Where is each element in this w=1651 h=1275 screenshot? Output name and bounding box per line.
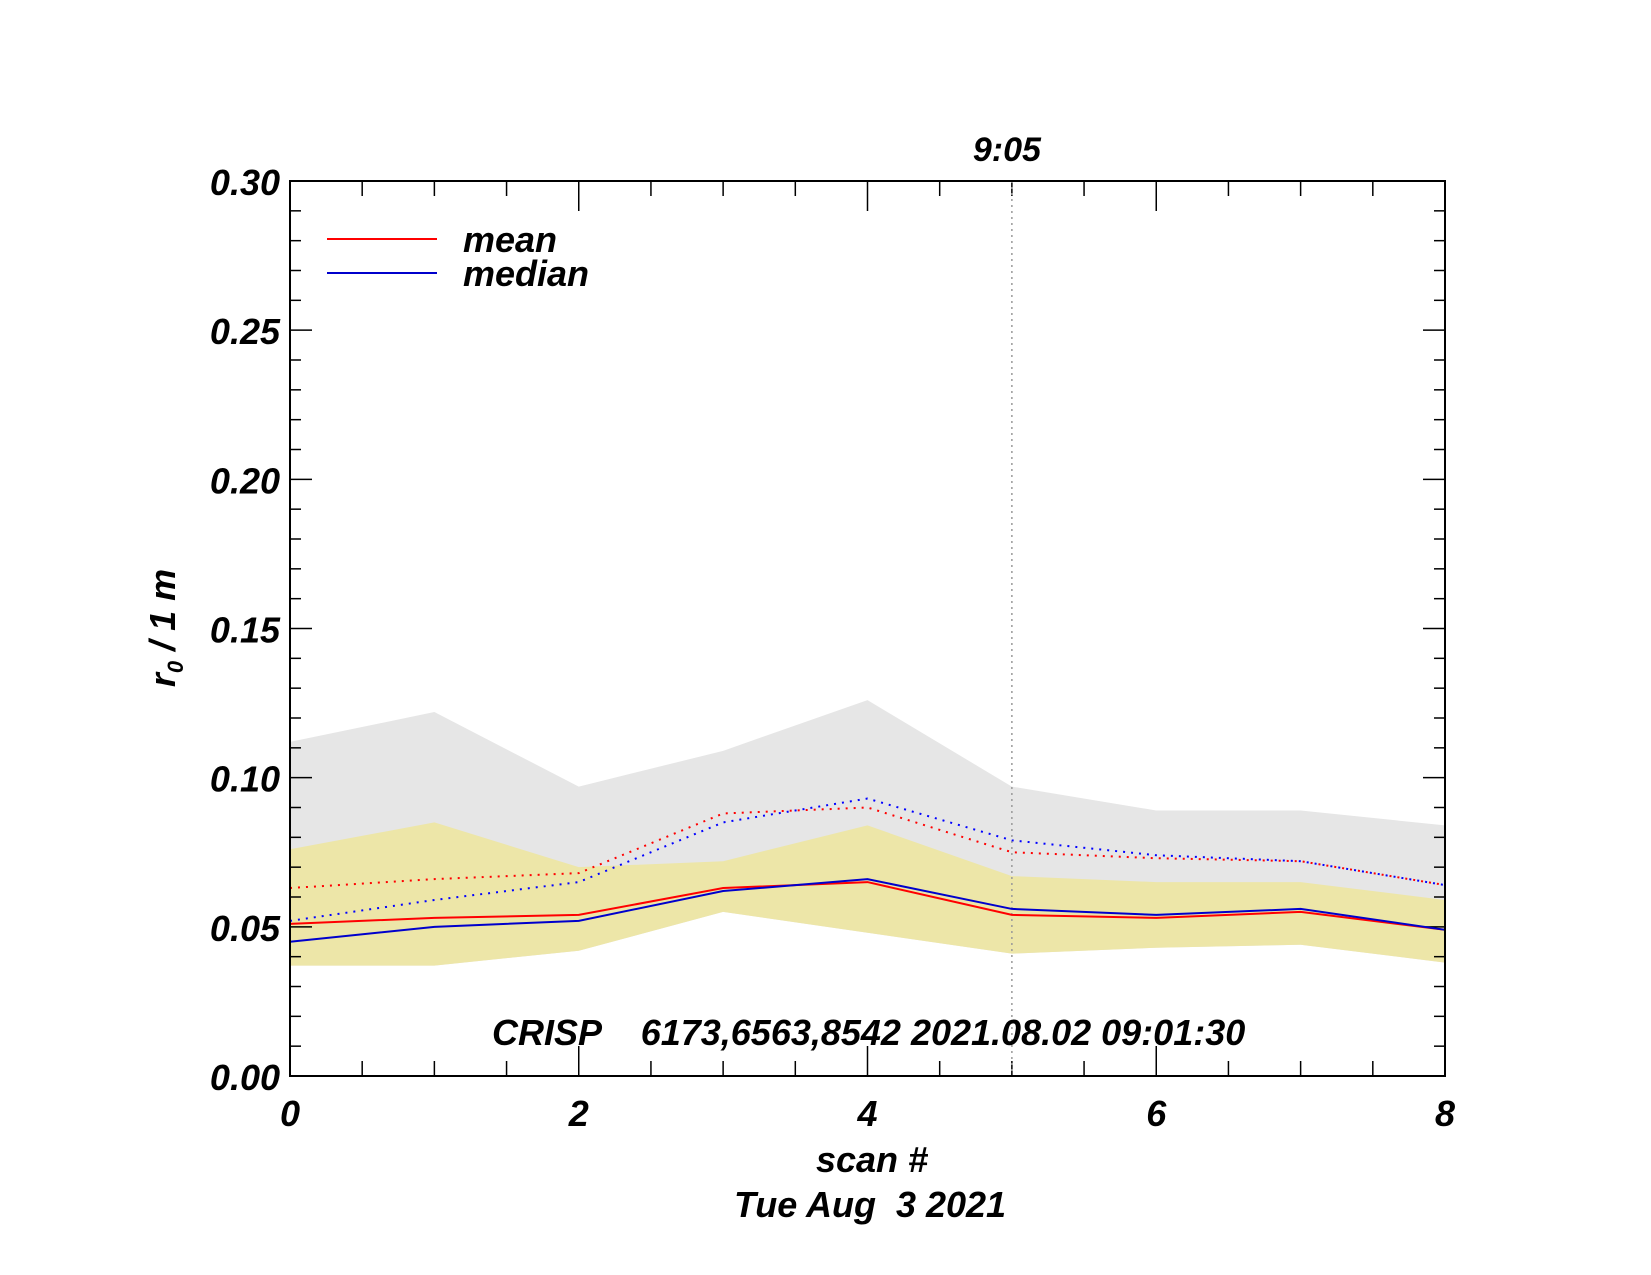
x-tick-label: 2 [568, 1093, 589, 1134]
y-axis-label-main: r [142, 671, 183, 687]
y-tick-label: 0.20 [210, 460, 280, 501]
y-tick-label: 0.15 [210, 610, 281, 651]
y-axis-label: r0 / 1 m [142, 569, 188, 687]
date-label: Tue Aug 3 2021 [734, 1184, 1006, 1225]
time-marker-label: 9:05 [973, 131, 1042, 169]
x-tick-label: 4 [856, 1093, 877, 1134]
legend-label-median: median [463, 253, 589, 294]
y-axis-label-subscript: 0 [163, 660, 188, 673]
y-tick-label: 0.10 [210, 759, 280, 800]
y-tick-label: 0.00 [210, 1057, 280, 1098]
series-line-mean [289, 881, 1446, 931]
series-lines [289, 797, 1446, 943]
band-1 [290, 822, 1445, 966]
series-line-median [289, 878, 1446, 943]
x-tick-label: 8 [1435, 1093, 1455, 1134]
y-tick-label: 0.30 [210, 162, 280, 203]
y-axis-label-rest: / 1 m [142, 569, 183, 661]
y-tick-label: 0.25 [210, 311, 281, 352]
tick-labels: 0.00 0.05 0.10 0.15 0.20 0.25 0.30 0 2 4 6 8 [210, 162, 1455, 1134]
legend: mean median [327, 219, 589, 294]
x-axis-label: scan # [816, 1139, 928, 1180]
range-bands [290, 700, 1445, 966]
series-line-dotted-2 [289, 806, 1446, 890]
series-line-dotted-3 [289, 797, 1446, 922]
x-tick-label: 0 [280, 1093, 300, 1134]
plot-frame [289, 180, 1446, 1077]
legend-label-mean: mean [463, 219, 557, 260]
x-tick-label: 6 [1146, 1093, 1167, 1134]
instrument-annotation: CRISP 6173,6563,8542 2021.08.02 09:01:30 [492, 1012, 1245, 1053]
y-tick-label: 0.05 [210, 908, 281, 949]
